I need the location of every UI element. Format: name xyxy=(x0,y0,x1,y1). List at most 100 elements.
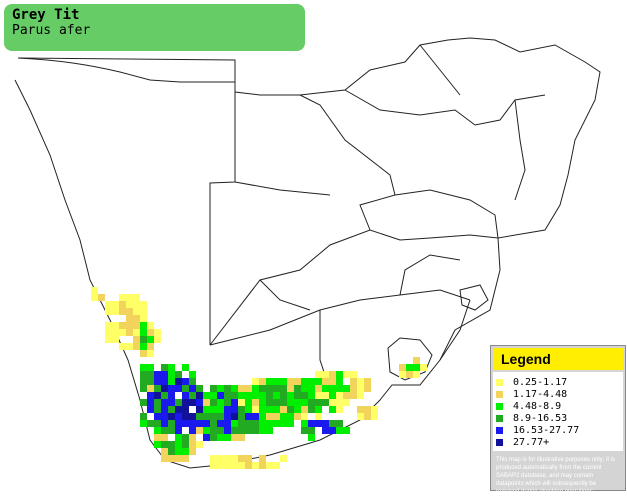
occurrence-cell xyxy=(133,322,140,329)
occurrence-cell xyxy=(119,294,126,301)
occurrence-cell xyxy=(140,322,147,329)
occurrence-cell xyxy=(119,322,126,329)
occurrence-cell xyxy=(112,329,119,336)
occurrence-cell xyxy=(294,399,301,406)
occurrence-cell xyxy=(224,434,231,441)
occurrence-cell xyxy=(245,406,252,413)
occurrence-cell xyxy=(259,427,266,434)
occurrence-cell xyxy=(245,399,252,406)
occurrence-cell xyxy=(161,371,168,378)
occurrence-cell xyxy=(224,385,231,392)
occurrence-cell xyxy=(266,406,273,413)
occurrence-cell xyxy=(217,427,224,434)
occurrence-cell xyxy=(364,406,371,413)
occurrence-cell xyxy=(273,462,280,469)
occurrence-cell xyxy=(224,399,231,406)
occurrence-cell xyxy=(308,378,315,385)
occurrence-cell xyxy=(259,392,266,399)
occurrence-cell xyxy=(350,385,357,392)
occurrence-cell xyxy=(280,385,287,392)
legend-swatch xyxy=(496,402,503,410)
occurrence-cell xyxy=(119,301,126,308)
occurrence-cell xyxy=(147,350,154,357)
occurrence-cell xyxy=(217,392,224,399)
occurrence-cell xyxy=(175,434,182,441)
occurrence-cell xyxy=(273,406,280,413)
legend-item: 8.9-16.53 xyxy=(496,412,623,424)
occurrence-cell xyxy=(273,385,280,392)
occurrence-cell xyxy=(112,308,119,315)
occurrence-cell xyxy=(147,336,154,343)
common-name: Grey Tit xyxy=(12,7,80,23)
occurrence-cell xyxy=(182,385,189,392)
occurrence-cell xyxy=(322,427,329,434)
legend-heading: Legend xyxy=(493,348,623,370)
occurrence-cell xyxy=(287,378,294,385)
legend-swatch xyxy=(496,426,503,434)
occurrence-cell xyxy=(119,308,126,315)
occurrence-cell xyxy=(154,434,161,441)
occurrence-cell xyxy=(203,399,210,406)
occurrence-cell xyxy=(322,378,329,385)
occurrence-cell xyxy=(231,427,238,434)
occurrence-cell xyxy=(245,392,252,399)
occurrence-cell xyxy=(315,378,322,385)
occurrence-cell xyxy=(140,385,147,392)
occurrence-cell xyxy=(140,329,147,336)
occurrence-cell xyxy=(133,315,140,322)
occurrence-cell xyxy=(224,420,231,427)
occurrence-cell xyxy=(252,378,259,385)
occurrence-cell xyxy=(168,406,175,413)
occurrence-cell xyxy=(119,329,126,336)
occurrence-cell xyxy=(266,427,273,434)
occurrence-cell xyxy=(301,378,308,385)
legend-swatch xyxy=(496,378,503,386)
occurrence-cell xyxy=(252,399,259,406)
occurrence-cell xyxy=(224,455,231,462)
occurrence-cell xyxy=(147,322,154,329)
occurrence-cell xyxy=(336,378,343,385)
occurrence-cell xyxy=(203,392,210,399)
occurrence-cell xyxy=(175,399,182,406)
occurrence-cell xyxy=(266,385,273,392)
occurrence-cell xyxy=(308,392,315,399)
occurrence-cell xyxy=(203,413,210,420)
occurrence-cell xyxy=(231,420,238,427)
occurrence-cell xyxy=(147,399,154,406)
occurrence-cell xyxy=(161,399,168,406)
occurrence-cell xyxy=(182,378,189,385)
occurrence-cell xyxy=(238,413,245,420)
occurrence-cell xyxy=(350,378,357,385)
occurrence-cell xyxy=(210,420,217,427)
occurrence-cell xyxy=(308,399,315,406)
occurrence-cell xyxy=(413,364,420,371)
occurrence-cell xyxy=(364,385,371,392)
occurrence-cell xyxy=(224,462,231,469)
occurrence-cell xyxy=(140,364,147,371)
occurrence-cell xyxy=(168,455,175,462)
occurrence-cell xyxy=(182,441,189,448)
occurrence-cell xyxy=(175,413,182,420)
occurrence-cell xyxy=(280,378,287,385)
occurrence-cell xyxy=(154,406,161,413)
occurrence-cell xyxy=(238,420,245,427)
occurrence-cell xyxy=(105,301,112,308)
occurrence-cell xyxy=(175,420,182,427)
occurrence-cell xyxy=(133,308,140,315)
occurrence-cell xyxy=(168,364,175,371)
occurrence-cell xyxy=(280,392,287,399)
occurrence-cell xyxy=(273,392,280,399)
occurrence-cell xyxy=(315,371,322,378)
occurrence-cell xyxy=(189,371,196,378)
occurrence-cell xyxy=(154,378,161,385)
legend-item: 0.25-1.17 xyxy=(496,376,623,388)
occurrence-cell xyxy=(329,399,336,406)
occurrence-cell xyxy=(217,420,224,427)
occurrence-cell xyxy=(336,406,343,413)
occurrence-cell xyxy=(231,385,238,392)
occurrence-cell xyxy=(196,413,203,420)
occurrence-cell xyxy=(266,462,273,469)
occurrence-cell xyxy=(154,420,161,427)
occurrence-cell xyxy=(315,392,322,399)
